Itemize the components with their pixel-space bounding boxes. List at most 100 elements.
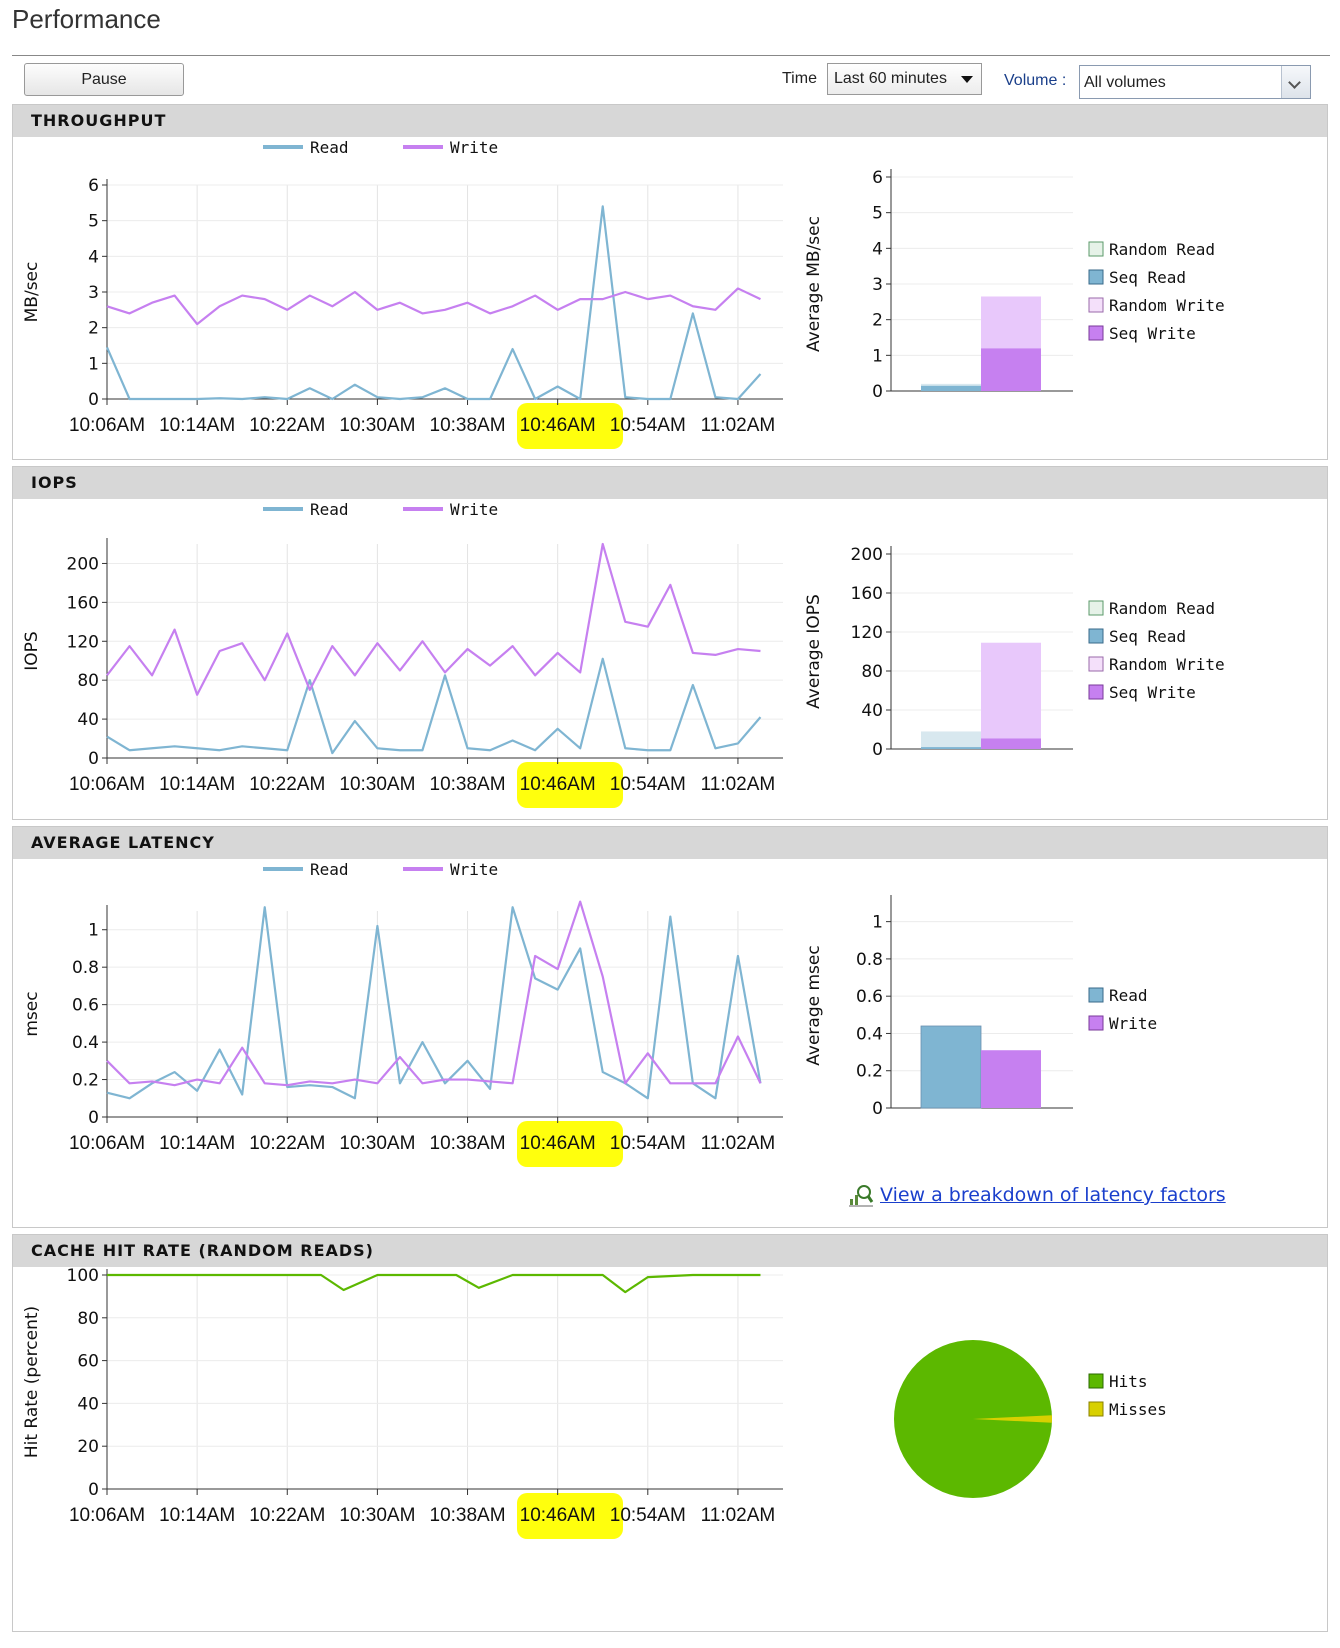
- caret-down-icon: [961, 76, 973, 83]
- time-range-value: Last 60 minutes: [834, 70, 947, 87]
- throughput-bar-ytick-label: 5: [872, 204, 883, 224]
- throughput-legend-write-label: Write: [450, 138, 498, 157]
- analysis-icon[interactable]: [848, 1183, 874, 1207]
- latency-bar-ytick-label: 0.2: [856, 1062, 883, 1082]
- iops-bar-legend-swatch: [1088, 656, 1104, 672]
- iops-bar-random-read: [921, 731, 981, 748]
- latency-bar-ylabel: Average msec: [804, 945, 824, 1065]
- iops-xtick-label: 10:22AM: [249, 774, 325, 795]
- iops-series-read: [106, 657, 762, 755]
- iops-bar-ytick-label: 200: [851, 545, 883, 565]
- throughput-bar-ylabel: Average MB/sec: [804, 216, 824, 352]
- throughput-bar-ytick-label: 6: [872, 168, 883, 188]
- iops-bar-ytick-label: 160: [851, 584, 883, 604]
- throughput-bar-random-read: [921, 383, 981, 386]
- throughput-bar-legend-swatch: [1088, 297, 1104, 313]
- iops-bar-ylabel: Average IOPS: [804, 594, 824, 709]
- iops-series-write: [106, 542, 761, 696]
- throughput-bar-ytick-label: 3: [872, 275, 883, 295]
- latency-xtick-label: 10:14AM: [159, 1133, 235, 1154]
- iops-xtick-label: 10:14AM: [159, 774, 235, 795]
- iops-bar-legend-swatch: [1088, 628, 1104, 644]
- cache-series-hits: [107, 1273, 761, 1294]
- iops-legend-write-label: Write: [450, 500, 498, 519]
- throughput-bar-seq-read: [921, 385, 981, 391]
- latency-xtick-label: 11:02AM: [701, 1133, 776, 1154]
- latency-ytick-label: 0.2: [72, 1071, 99, 1091]
- latency-xtick-label: 10:38AM: [430, 1133, 506, 1154]
- throughput-ytick-label: 4: [88, 247, 99, 267]
- iops-bar-legend-label: Random Read: [1109, 599, 1215, 618]
- iops-xtick-label: 10:38AM: [430, 774, 506, 795]
- cache-charts: 0 20 40 60 80 100 10:06AM 10:14AM 10:22AM 10:30AM…: [22, 1266, 1167, 1539]
- iops-ytick-label: 160: [67, 593, 99, 613]
- throughput-ytick-label: 5: [88, 212, 99, 232]
- iops-header: IOPS: [13, 467, 1327, 499]
- throughput-ytick-label: 0: [88, 390, 99, 410]
- latency-highlight-marker: [517, 1121, 623, 1167]
- iops-ylabel: IOPS: [22, 631, 42, 670]
- pause-button[interactable]: Pause: [24, 63, 184, 96]
- latency-bar-legend-swatch: [1088, 987, 1104, 1003]
- chevron-down-icon[interactable]: [1281, 66, 1310, 98]
- latency-breakdown-link[interactable]: View a breakdown of latency factors: [880, 1184, 1226, 1206]
- iops-ytick-label: 0: [88, 749, 99, 769]
- throughput-xtick-label: 10:46AM: [520, 415, 596, 436]
- throughput-bar-legend-label: Random Write: [1109, 296, 1225, 315]
- latency-bar-read: [920, 1025, 982, 1109]
- throughput-ylabel: MB/sec: [22, 262, 42, 323]
- latency-bar-legend-label: Write: [1109, 1014, 1157, 1033]
- iops-legend-read-label: Read: [310, 500, 349, 519]
- cache-xtick-label: 10:46AM: [520, 1505, 596, 1526]
- throughput-panel: THROUGHPUT 0 1 2 3 4 5 6 10:06AM 10:14AM 10:22AM 1…: [12, 104, 1328, 460]
- iops-xtick-label: 10:46AM: [520, 774, 596, 795]
- cache-ytick-label: 60: [77, 1352, 99, 1372]
- iops-xtick-label: 10:30AM: [339, 774, 415, 795]
- latency-bar-legend-swatch: [1088, 1015, 1104, 1031]
- iops-bar-legend-label: Seq Write: [1109, 683, 1196, 702]
- cache-xtick-label: 11:02AM: [701, 1505, 776, 1526]
- latency-bar-legend-label: Read: [1109, 986, 1148, 1005]
- cache-pie-legend-label: Hits: [1109, 1372, 1148, 1391]
- latency-ylabel: msec: [22, 991, 42, 1036]
- latency-ytick-label: 0: [88, 1108, 99, 1128]
- iops-xtick-label: 10:54AM: [610, 774, 686, 795]
- latency-ytick-label: 0.8: [72, 958, 99, 978]
- time-range-select[interactable]: Last 60 minutes: [827, 63, 982, 95]
- latency-charts: 0 0.2 0.4 0.6 0.8 1 10:06AM 10:14AM 10:22AM 10:30…: [22, 860, 1157, 1167]
- iops-charts: 0 40 80 120 160 200 10:06AM 10:14AM 10:22AM 10:30…: [22, 500, 1225, 808]
- cache-ytick-label: 80: [77, 1309, 99, 1329]
- iops-bar-ytick-label: 0: [872, 740, 883, 760]
- iops-bar-random-write: [981, 642, 1041, 739]
- throughput-xtick-label: 10:22AM: [249, 415, 325, 436]
- throughput-xtick-label: 10:14AM: [159, 415, 235, 436]
- throughput-bar-ytick-label: 1: [872, 346, 883, 366]
- throughput-bar-random-write: [981, 296, 1041, 349]
- throughput-bar-ytick-label: 2: [872, 311, 883, 331]
- throughput-ytick-label: 2: [88, 319, 99, 339]
- throughput-charts: 0 1 2 3 4 5 6 10:06AM 10:14AM 10:22AM 10:30AM 10:38…: [22, 138, 1225, 449]
- latency-series-write: [106, 900, 762, 1087]
- cache-pie-legend-label: Misses: [1109, 1400, 1167, 1419]
- iops-panel: IOPS 0 40 80 120 160 200 10:06AM 10:14AM 10:22AM…: [12, 466, 1328, 820]
- cache-pie-legend-swatch: [1088, 1401, 1104, 1417]
- iops-bar-legend-swatch: [1088, 600, 1104, 616]
- latency-legend-read-label: Read: [310, 860, 349, 879]
- throughput-bar-legend-swatch: [1088, 325, 1104, 341]
- latency-series-read: [106, 906, 762, 1100]
- cache-xtick-label: 10:30AM: [339, 1505, 415, 1526]
- volume-select[interactable]: All volumes: [1079, 65, 1311, 99]
- throughput-bar-legend-swatch: [1088, 269, 1104, 285]
- throughput-bar-legend-label: Random Read: [1109, 240, 1215, 259]
- cache-ytick-label: 40: [77, 1394, 99, 1414]
- throughput-ytick-label: 6: [88, 176, 99, 196]
- toolbar: Pause Time Last 60 minutes Volume : All …: [12, 58, 1330, 106]
- iops-bar-ytick-label: 40: [861, 701, 883, 721]
- iops-ytick-label: 200: [67, 554, 99, 574]
- cache-ytick-label: 0: [88, 1480, 99, 1500]
- throughput-xtick-label: 10:38AM: [430, 415, 506, 436]
- iops-bar-legend-swatch: [1088, 684, 1104, 700]
- iops-ytick-label: 40: [77, 710, 99, 730]
- iops-xtick-label: 11:02AM: [701, 774, 776, 795]
- latency-header: AVERAGE LATENCY: [13, 827, 1327, 859]
